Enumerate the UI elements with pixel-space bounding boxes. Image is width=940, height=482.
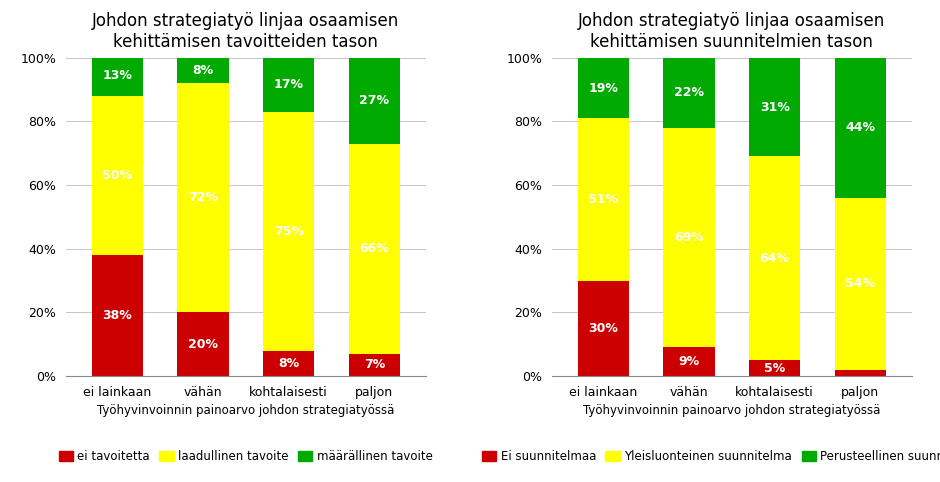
X-axis label: Työhyvinvoinnin painoarvo johdon strategiatyössä: Työhyvinvoinnin painoarvo johdon strateg… <box>583 404 881 417</box>
Bar <box>664 128 714 348</box>
Bar <box>178 58 228 83</box>
Text: 30%: 30% <box>588 322 619 335</box>
Bar <box>835 370 886 376</box>
Text: 31%: 31% <box>760 101 790 114</box>
Text: 13%: 13% <box>102 69 133 82</box>
Legend: Ei suunnitelmaa, Yleisluonteinen suunnitelma, Perusteellinen suunnitelma: Ei suunnitelmaa, Yleisluonteinen suunnit… <box>477 445 940 468</box>
Text: 75%: 75% <box>274 225 304 238</box>
Text: 8%: 8% <box>278 357 299 370</box>
Text: 69%: 69% <box>674 231 704 244</box>
Bar <box>664 58 714 128</box>
Text: 72%: 72% <box>188 191 218 204</box>
Bar <box>178 83 228 312</box>
Text: 44%: 44% <box>845 121 875 134</box>
Text: 20%: 20% <box>188 338 218 350</box>
Bar <box>577 281 629 376</box>
Bar <box>577 118 629 281</box>
Text: 64%: 64% <box>760 252 790 265</box>
Bar <box>263 350 314 376</box>
Text: 22%: 22% <box>674 86 704 99</box>
Bar <box>263 58 314 112</box>
Bar <box>664 348 714 376</box>
Text: 17%: 17% <box>274 79 304 92</box>
Bar <box>349 144 400 354</box>
Bar <box>349 354 400 376</box>
Bar <box>349 58 400 144</box>
Legend: ei tavoitetta, laadullinen tavoite, määrällinen tavoite: ei tavoitetta, laadullinen tavoite, määr… <box>54 445 438 468</box>
Text: 54%: 54% <box>845 277 875 290</box>
Bar <box>263 112 314 350</box>
Text: 8%: 8% <box>193 64 213 77</box>
X-axis label: Työhyvinvoinnin painoarvo johdon strategiatyössä: Työhyvinvoinnin painoarvo johdon strateg… <box>97 404 395 417</box>
Bar <box>91 96 143 255</box>
Bar <box>749 58 800 157</box>
Bar <box>835 58 886 198</box>
Text: 51%: 51% <box>588 193 619 206</box>
Title: Johdon strategiatyö linjaa osaamisen
kehittämisen suunnitelmien tason: Johdon strategiatyö linjaa osaamisen keh… <box>578 12 885 51</box>
Text: 38%: 38% <box>102 309 133 322</box>
Text: 7%: 7% <box>364 358 385 371</box>
Bar <box>835 198 886 370</box>
Bar <box>577 58 629 118</box>
Text: 5%: 5% <box>764 362 785 375</box>
Title: Johdon strategiatyö linjaa osaamisen
kehittämisen tavoitteiden tason: Johdon strategiatyö linjaa osaamisen keh… <box>92 12 399 51</box>
Bar <box>749 157 800 360</box>
Bar <box>749 360 800 376</box>
Bar <box>91 255 143 376</box>
Text: 9%: 9% <box>679 355 699 368</box>
Text: 66%: 66% <box>359 242 389 255</box>
Text: 19%: 19% <box>588 81 619 94</box>
Text: 27%: 27% <box>359 94 389 107</box>
Bar <box>178 312 228 376</box>
Bar <box>91 54 143 96</box>
Text: 50%: 50% <box>102 169 133 182</box>
